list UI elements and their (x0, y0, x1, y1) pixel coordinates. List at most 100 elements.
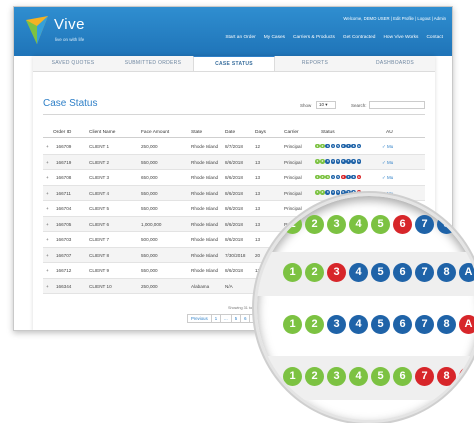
nav-get-contracted[interactable]: Get Contracted (342, 35, 376, 40)
col-status[interactable]: Status (321, 130, 335, 135)
status-step-badge[interactable]: A (356, 159, 362, 164)
magnified-step-badge: 6 (393, 367, 412, 386)
welcome-links[interactable]: Welcome, DEMO USER | Edit Profile | Logo… (343, 16, 446, 21)
tab-reports[interactable]: REPORTS (301, 60, 329, 66)
au-link[interactable]: ✓ Mu (382, 159, 394, 165)
nav-my-cases[interactable]: My Cases (263, 35, 286, 40)
col-days[interactable]: Days (255, 130, 266, 135)
cell-face-amount: 500,000 (141, 237, 158, 242)
tab-saved-quotes[interactable]: SAVED QUOTES (51, 60, 95, 66)
expand-row-icon[interactable]: + (46, 144, 49, 149)
status-step-badge[interactable]: 5 (335, 190, 341, 195)
col-client-name[interactable]: Client Name (89, 130, 116, 135)
status-step-badge[interactable]: 4 (330, 174, 336, 180)
col-face-amount[interactable]: Face Amount (141, 130, 170, 135)
au-link[interactable]: ✓ Mu (382, 144, 394, 149)
status-step-badge[interactable]: 8 (351, 143, 356, 149)
status-step-badge[interactable]: 6 (340, 159, 346, 164)
nav-contact[interactable]: Contact (426, 35, 443, 40)
tab-dashboards[interactable]: DASHBOARDS (375, 60, 414, 66)
expand-row-icon[interactable]: + (46, 159, 49, 165)
status-step-badge[interactable]: 3 (325, 190, 330, 195)
status-step-badge[interactable]: 4 (330, 143, 336, 149)
magnified-step-badge: 1 (283, 215, 302, 234)
search-input[interactable] (369, 101, 425, 109)
table-header: Order ID Client Name Face Amount State D… (43, 128, 425, 138)
nav-carriers-products[interactable]: Carriers & Products (293, 35, 335, 40)
expand-row-icon[interactable]: + (46, 237, 49, 242)
nav-how-vive-works[interactable]: How Vive Works (383, 35, 419, 40)
status-step-badge[interactable]: 6 (340, 143, 346, 149)
top-nav: Start an Order My Cases Carriers & Produ… (221, 35, 447, 40)
status-step-badge[interactable]: A (356, 190, 362, 195)
table-row[interactable]: +166704 CLIENT 5 550,000 Rhode Island 8/6/20… (43, 201, 425, 217)
magnified-step-badge: A (459, 315, 474, 334)
cell-days: 13 (255, 159, 261, 165)
cell-carrier: Principal (284, 159, 302, 165)
nav-start-order[interactable]: Start an Order (225, 35, 256, 40)
status-step-badge[interactable]: 5 (335, 159, 341, 164)
magnified-step-badge: A (459, 367, 474, 386)
status-step-badge[interactable]: 8 (351, 159, 356, 164)
col-state[interactable]: State (191, 130, 203, 135)
status-step-badge[interactable]: 7 (346, 174, 351, 180)
status-step-badge[interactable]: 1 (315, 159, 320, 164)
expand-row-icon[interactable]: + (46, 252, 49, 258)
expand-row-icon[interactable]: + (46, 175, 49, 180)
status-step-badge[interactable]: 5 (335, 143, 341, 149)
expand-row-icon[interactable]: + (46, 206, 49, 211)
cell-state: Rhode Island (191, 268, 219, 273)
status-step-badge[interactable]: 3 (325, 159, 330, 164)
page-size-value: 10 (319, 102, 325, 107)
tab-case-status[interactable]: CASE STATUS (193, 56, 275, 71)
status-step-badge[interactable]: 3 (325, 174, 330, 180)
status-step-badge[interactable]: 2 (320, 143, 325, 149)
expand-row-icon[interactable]: + (46, 221, 49, 227)
cell-order-id: 166707 (56, 252, 72, 258)
status-step-badge[interactable]: A (356, 174, 362, 180)
expand-row-icon[interactable]: + (46, 190, 49, 196)
table-row[interactable]: +166719 CLIENT 2 550,000 Rhode Island 8/6/20… (43, 154, 425, 170)
status-step-badge[interactable]: 2 (320, 159, 325, 164)
col-date[interactable]: Date (225, 130, 236, 135)
status-step-badge[interactable]: 1 (315, 190, 320, 195)
expand-row-icon[interactable]: + (46, 283, 49, 289)
magnified-step-badge: 3 (327, 215, 346, 234)
status-step-badge[interactable]: 6 (340, 190, 346, 195)
table-row[interactable]: +166708 CLIENT 3 650,000 Rhode Island 8/6/20… (43, 170, 425, 186)
cell-order-id: 166719 (56, 159, 72, 165)
status-step-badge[interactable]: 1 (315, 174, 320, 180)
magnified-step-badge: 4 (349, 315, 368, 334)
status-step-badge[interactable]: 2 (320, 174, 325, 180)
status-step-badge[interactable]: A (356, 143, 362, 149)
status-step-badge[interactable]: 7 (346, 143, 351, 149)
table-row[interactable]: +166709 CLIENT 1 250,000 Rhode Island 8/7/20… (43, 139, 425, 155)
tab-submitted-orders[interactable]: SUBMITTED ORDERS (124, 60, 182, 66)
table-row[interactable]: +166711 CLIENT 4 550,000 Rhode Island 8/6/20… (43, 185, 425, 201)
au-link[interactable]: ✓ Mu (382, 190, 394, 196)
status-step-badge[interactable]: 5 (335, 174, 341, 180)
status-step-badge[interactable]: 7 (346, 159, 351, 164)
expand-row-icon[interactable]: + (46, 268, 49, 273)
status-step-badge[interactable]: 8 (351, 190, 356, 195)
page-size-select[interactable]: 10 ▾ (316, 101, 336, 109)
pager-previous[interactable]: Previous (187, 314, 212, 323)
status-step-badge[interactable]: 4 (330, 159, 336, 164)
status-step-badge[interactable]: 6 (340, 174, 346, 180)
col-au[interactable]: AU (386, 130, 393, 135)
au-link[interactable]: ✓ Mu (382, 175, 394, 180)
status-step-badge[interactable]: 7 (346, 190, 351, 195)
status-step-badge[interactable]: 2 (320, 190, 325, 195)
status-step-badge[interactable]: 1 (315, 143, 320, 149)
col-order-id[interactable]: Order ID (53, 130, 72, 135)
col-carrier[interactable]: Carrier (284, 130, 299, 135)
magnified-step-badge: 8 (437, 367, 456, 386)
status-step-badge[interactable]: 8 (351, 174, 356, 180)
status-step-badge[interactable]: 4 (330, 190, 336, 195)
status-step-badge[interactable]: 3 (325, 143, 330, 149)
magnified-step-badge: 2 (305, 263, 324, 282)
